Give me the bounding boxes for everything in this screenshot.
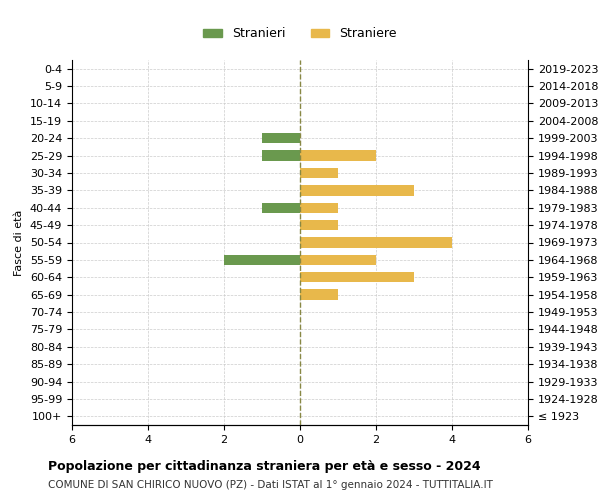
Bar bbox=[300, 202, 338, 213]
Bar bbox=[300, 150, 376, 161]
Bar bbox=[224, 254, 300, 265]
Bar bbox=[300, 185, 414, 196]
Bar bbox=[300, 254, 376, 265]
Text: COMUNE DI SAN CHIRICO NUOVO (PZ) - Dati ISTAT al 1° gennaio 2024 - TUTTITALIA.IT: COMUNE DI SAN CHIRICO NUOVO (PZ) - Dati … bbox=[48, 480, 493, 490]
Bar bbox=[262, 202, 300, 213]
Bar bbox=[300, 290, 338, 300]
Bar bbox=[262, 150, 300, 161]
Bar bbox=[300, 238, 452, 248]
Bar bbox=[300, 168, 338, 178]
Bar bbox=[300, 272, 414, 282]
Bar bbox=[262, 133, 300, 143]
Text: Popolazione per cittadinanza straniera per età e sesso - 2024: Popolazione per cittadinanza straniera p… bbox=[48, 460, 481, 473]
Y-axis label: Fasce di età: Fasce di età bbox=[14, 210, 25, 276]
Bar bbox=[300, 220, 338, 230]
Legend: Stranieri, Straniere: Stranieri, Straniere bbox=[198, 22, 402, 46]
